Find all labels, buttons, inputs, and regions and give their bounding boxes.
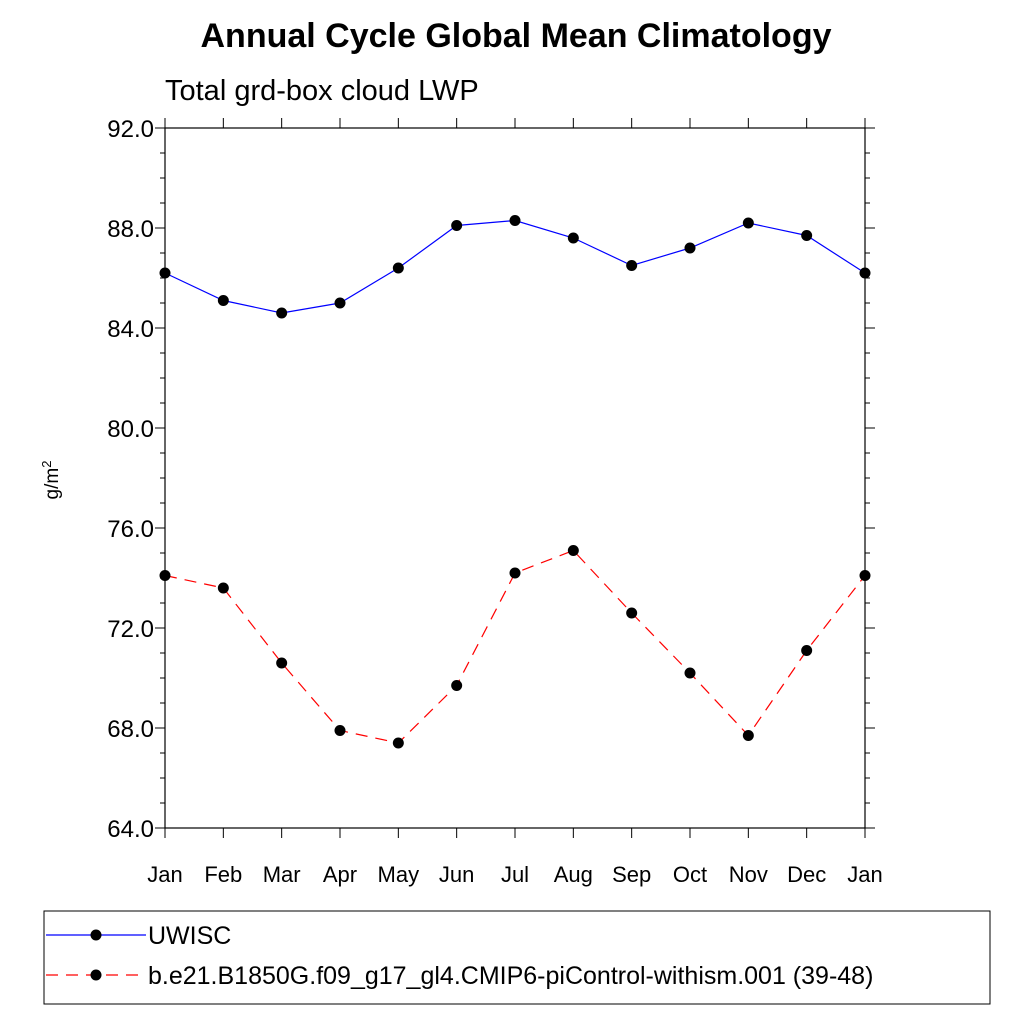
legend-label-cmip6: b.e21.B1850G.f09_g17_gl4.CMIP6-piControl… <box>148 962 873 990</box>
legend-marker-uwisc <box>90 929 102 941</box>
series-line-1 <box>164 549 866 744</box>
x-tick-label: Jul <box>501 862 529 887</box>
y-axis-ticks: 64.0 68.0 72.0 76.0 80.0 84.0 88.0 92.0 <box>107 116 875 843</box>
series-1-point <box>392 737 404 749</box>
series-line-0 <box>164 219 866 314</box>
legend-box <box>43 910 991 1005</box>
series-0-point <box>801 230 813 241</box>
series-0-point <box>276 307 288 319</box>
legend-marker-cmip6 <box>90 969 102 981</box>
y-tick-label: 84.0 <box>107 316 154 343</box>
x-tick-label: Jan <box>847 862 882 887</box>
plot-frame <box>164 127 866 829</box>
y-tick-label: 64.0 <box>107 816 154 843</box>
y-tick-label: 72.0 <box>107 616 154 643</box>
y-tick-label: 76.0 <box>107 516 154 543</box>
series-0-point <box>567 232 579 244</box>
series-1-point <box>742 730 754 741</box>
series-1-point <box>451 680 463 691</box>
y-axis-label-unit: g/m <box>42 468 63 500</box>
y-tick-label: 92.0 <box>107 116 154 143</box>
series-0-point <box>742 217 754 229</box>
series-0-point <box>684 242 696 254</box>
x-tick-label: May <box>378 862 420 887</box>
x-tick-label: Feb <box>204 862 242 887</box>
series-1-point <box>567 545 579 556</box>
y-axis-label: g/m2 <box>39 461 63 500</box>
x-tick-label: Nov <box>729 862 768 887</box>
legend-label-uwisc: UWISC <box>148 922 231 950</box>
series-0-point <box>451 220 463 231</box>
series-1-point <box>684 667 696 679</box>
legend-item-cmip6: b.e21.B1850G.f09_g17_gl4.CMIP6-piControl… <box>46 962 873 990</box>
chart-subtitle: Total grd-box cloud LWP <box>165 75 479 107</box>
legend-item-uwisc: UWISC <box>46 922 231 950</box>
series-1-point <box>626 607 638 619</box>
x-tick-label: Sep <box>612 862 651 887</box>
series-0-point <box>334 297 346 309</box>
x-tick-label: Dec <box>787 862 826 887</box>
x-tick-label: Apr <box>323 862 357 887</box>
series-0-point <box>217 295 229 306</box>
y-tick-label: 68.0 <box>107 716 154 743</box>
series-0-point <box>159 267 171 279</box>
series-1-point <box>859 570 871 581</box>
y-tick-label: 80.0 <box>107 416 154 443</box>
series-0-point <box>392 262 404 274</box>
x-tick-label: Oct <box>673 862 707 887</box>
series-1-point <box>509 567 521 579</box>
x-tick-label: Jan <box>147 862 182 887</box>
series-0-point <box>509 215 521 226</box>
series-1-point <box>801 645 813 656</box>
x-tick-label: Jun <box>439 862 474 887</box>
series-1-point <box>276 657 288 669</box>
series-1-point <box>159 570 171 581</box>
x-tick-label: Mar <box>263 862 301 887</box>
x-axis-ticks: Jan Feb Mar Apr May Jun Jul Aug Sep Oct Nov Dec Jan <box>147 118 883 887</box>
series-0-point <box>626 260 638 271</box>
series-1-point <box>334 725 346 736</box>
x-tick-label: Aug <box>554 862 593 887</box>
y-tick-label: 88.0 <box>107 216 154 243</box>
y-axis-label-superscript: 2 <box>39 461 54 468</box>
chart-title: Annual Cycle Global Mean Climatology <box>201 17 832 55</box>
series-layer <box>159 215 871 749</box>
series-0-point <box>859 267 871 279</box>
series-1-point <box>217 582 229 594</box>
